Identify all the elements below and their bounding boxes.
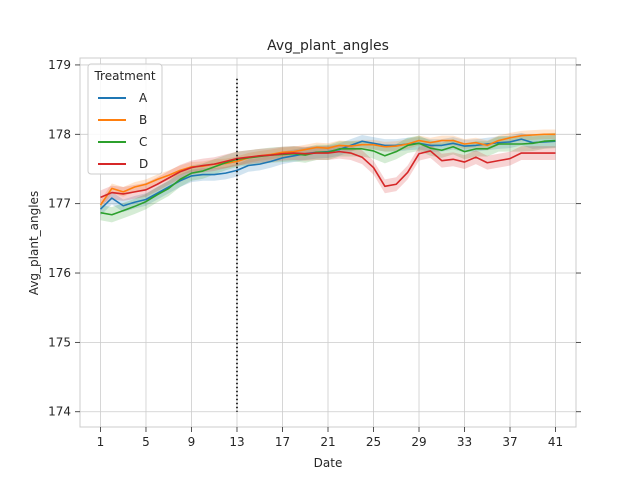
series-B-line [99,133,556,206]
series-C-band [100,132,556,223]
x-tick-label: 13 [229,435,244,449]
y-tick-label: 174 [48,405,71,419]
series-D-band [100,144,556,205]
grid [80,58,576,427]
chart-title: Avg_plant_angles [267,38,389,54]
x-tick-label: 9 [188,435,196,449]
x-tick-label: 41 [548,435,563,449]
legend-title: Treatment [93,69,155,83]
y-tick-label: 177 [48,197,71,211]
x-tick-label: 1 [97,435,105,449]
x-tick-label: 25 [366,435,381,449]
x-tick-label: 17 [275,435,290,449]
x-tick-label: 5 [142,435,150,449]
x-tick-label: 21 [320,435,335,449]
legend-label-A: A [139,91,148,105]
y-tick-label: 178 [48,127,71,141]
y-axis-label: Avg_plant_angles [27,191,41,295]
x-tick-label: 37 [502,435,517,449]
series-lines [99,133,556,216]
y-tick-label: 175 [48,335,71,349]
x-tick-label: 29 [411,435,426,449]
legend-label-B: B [139,113,147,127]
legend-label-C: C [139,135,147,149]
x-tick-label: 33 [457,435,472,449]
axes: 1 5 9 13 17 21 25 29 33 37 41 174 175 176 177 178 179 [48,57,581,449]
y-tick-label: 179 [48,58,71,72]
series-D-line [100,150,556,199]
legend-label-D: D [139,157,148,171]
x-axis-label: Date [314,456,343,470]
y-tick-label: 176 [48,266,71,280]
